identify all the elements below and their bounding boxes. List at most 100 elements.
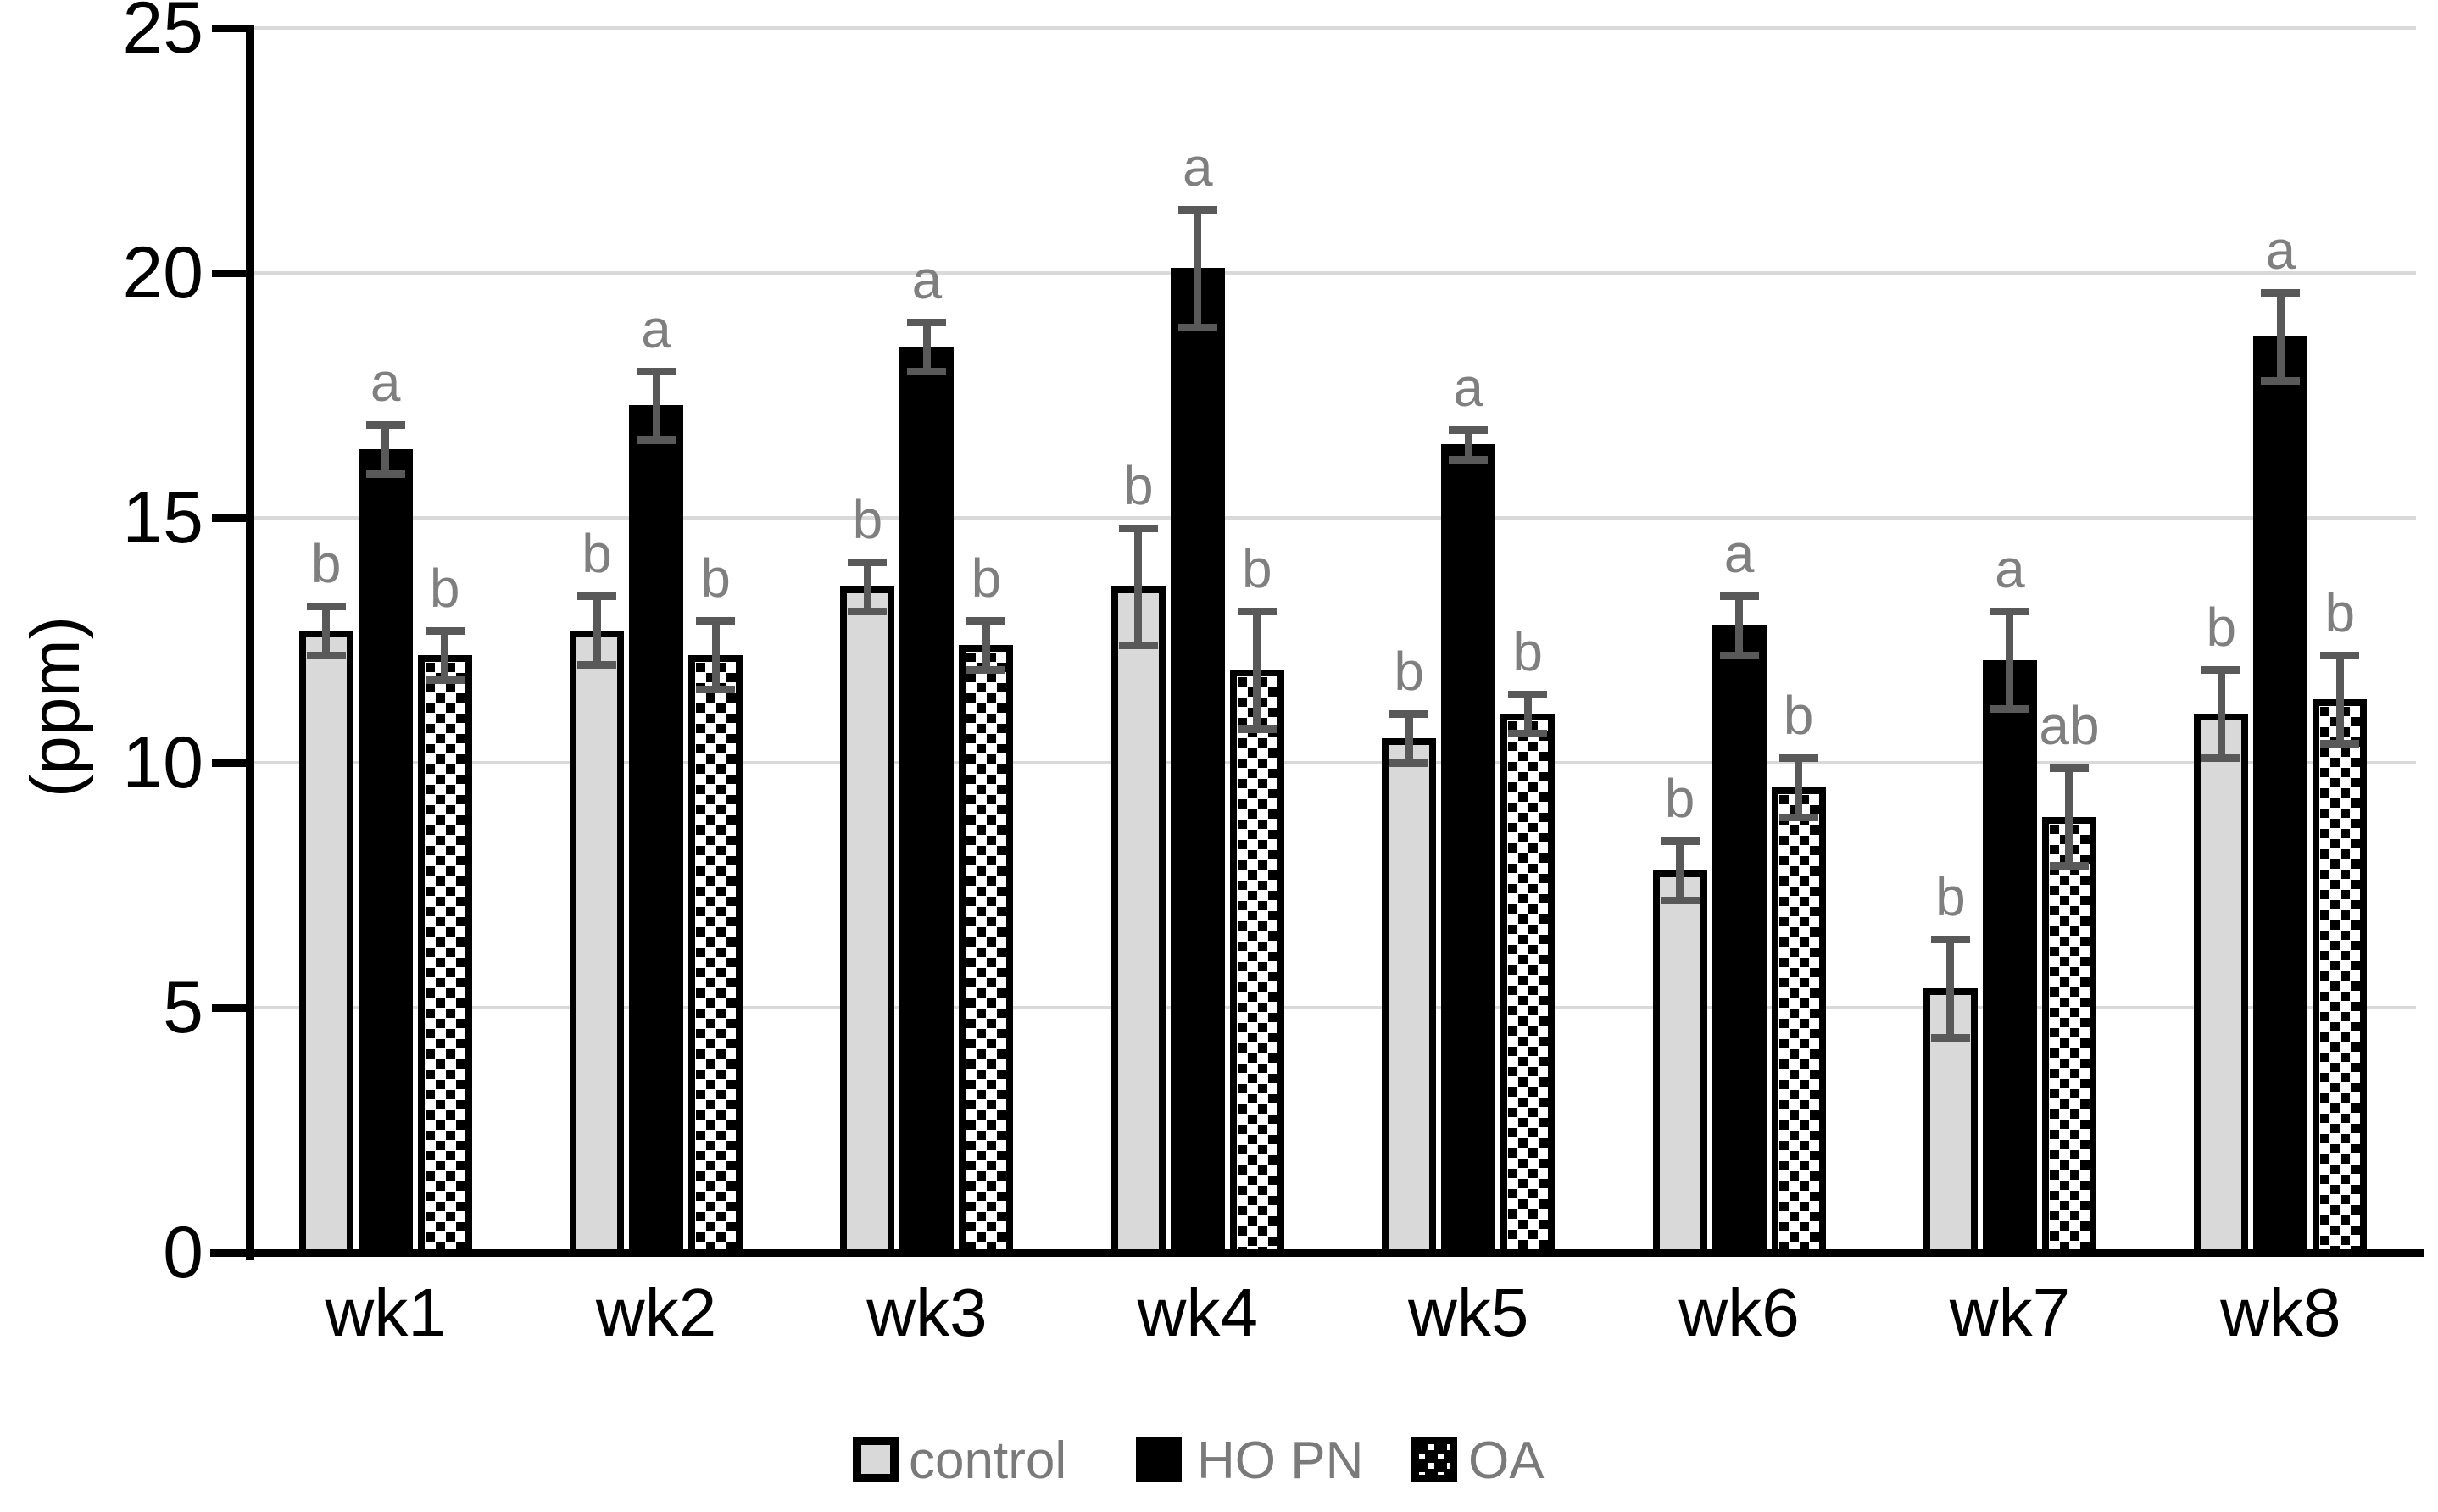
sig-letter-control-wk4: b — [1123, 454, 1154, 516]
bar-oa-wk8 — [2313, 698, 2368, 1256]
bar-control-wk6 — [1652, 870, 1707, 1256]
error-cap-top-control-wk4 — [1118, 524, 1158, 532]
error-cap-bottom-oa-wk2 — [696, 686, 736, 694]
error-bar-control-wk1 — [322, 606, 331, 655]
bar-oa-wk2 — [688, 654, 743, 1256]
bar-oa-wk4 — [1229, 670, 1284, 1256]
sig-letter-control-wk5: b — [1394, 641, 1424, 703]
error-bar-control-wk5 — [1405, 714, 1413, 763]
x-category-label-wk6: wk6 — [1678, 1275, 1800, 1350]
error-cap-top-oa-wk4 — [1237, 607, 1277, 615]
error-bar-control-wk4 — [1134, 527, 1143, 646]
bar-control-wk3 — [840, 586, 895, 1256]
y-tick-mark-15 — [212, 514, 250, 522]
legend-swatch-hopn — [1136, 1437, 1182, 1482]
error-cap-top-control-wk3 — [848, 559, 888, 567]
error-cap-top-control-wk5 — [1389, 710, 1429, 719]
bar-control-wk8 — [2194, 714, 2249, 1256]
gridline-5 — [250, 1006, 2416, 1009]
error-cap-bottom-hopn-wk2 — [637, 436, 676, 444]
y-tick-label-5: 5 — [163, 967, 203, 1048]
bar-control-wk2 — [570, 630, 625, 1256]
sig-letter-oa-wk6: b — [1783, 685, 1814, 747]
error-cap-top-oa-wk3 — [966, 617, 1006, 625]
error-cap-bottom-control-wk1 — [306, 651, 346, 659]
error-bar-control-wk8 — [2217, 670, 2225, 759]
error-cap-top-control-wk2 — [577, 592, 617, 601]
x-category-label-wk3: wk3 — [866, 1275, 988, 1350]
sig-letter-oa-wk8: b — [2324, 581, 2356, 643]
error-bar-oa-wk3 — [982, 620, 990, 670]
error-bar-hopn-wk4 — [1194, 208, 1202, 327]
x-category-label-wk7: wk7 — [1949, 1275, 2071, 1350]
error-cap-bottom-hopn-wk7 — [1990, 705, 2029, 714]
sig-letter-oa-wk3: b — [971, 548, 1002, 609]
legend-swatch-oa — [1411, 1437, 1457, 1482]
bar-control-wk1 — [298, 630, 353, 1256]
error-cap-bottom-hopn-wk6 — [1719, 651, 1759, 659]
error-bar-oa-wk4 — [1253, 610, 1261, 729]
error-cap-top-control-wk8 — [2201, 666, 2241, 675]
bar-oa-wk3 — [959, 645, 1014, 1256]
x-category-label-wk4: wk4 — [1137, 1275, 1258, 1350]
bar-oa-wk5 — [1500, 714, 1556, 1256]
x-category-label-wk1: wk1 — [325, 1275, 446, 1350]
error-bar-control-wk7 — [1946, 939, 1955, 1037]
gridline-20 — [250, 271, 2416, 275]
error-cap-top-oa-wk5 — [1508, 691, 1548, 699]
error-bar-hopn-wk7 — [2006, 610, 2014, 709]
error-cap-top-hopn-wk1 — [365, 421, 405, 430]
error-cap-bottom-control-wk7 — [1930, 1033, 1970, 1042]
error-bar-oa-wk2 — [711, 620, 720, 690]
x-category-label-wk2: wk2 — [595, 1275, 717, 1350]
sig-letter-oa-wk7: ab — [2039, 694, 2100, 756]
error-cap-bottom-hopn-wk1 — [365, 470, 405, 478]
error-cap-bottom-hopn-wk5 — [1449, 455, 1489, 464]
error-cap-top-hopn-wk7 — [1990, 607, 2029, 615]
error-cap-top-control-wk6 — [1660, 837, 1700, 846]
sig-letter-control-wk7: b — [1935, 866, 1966, 928]
bar-control-wk4 — [1110, 586, 1166, 1256]
error-bar-oa-wk7 — [2065, 767, 2073, 866]
sig-letter-oa-wk1: b — [429, 557, 460, 619]
error-bar-oa-wk1 — [441, 630, 449, 680]
sig-letter-control-wk8: b — [2206, 597, 2237, 659]
sig-letter-hopn-wk1: a — [370, 352, 401, 414]
sig-letter-oa-wk5: b — [1512, 621, 1543, 683]
y-axis-title: (ppm) — [17, 615, 94, 798]
bar-hopn-wk3 — [899, 346, 955, 1256]
error-bar-hopn-wk2 — [652, 370, 660, 440]
error-bar-hopn-wk6 — [1735, 596, 1744, 655]
bar-hopn-wk4 — [1170, 268, 1225, 1256]
y-tick-mark-10 — [212, 759, 250, 767]
error-bar-control-wk6 — [1676, 841, 1684, 900]
error-cap-bottom-control-wk4 — [1118, 642, 1158, 650]
gridline-10 — [250, 761, 2416, 764]
y-tick-label-15: 15 — [122, 477, 203, 559]
sig-letter-hopn-wk6: a — [1723, 523, 1755, 585]
legend-label-oa: OA — [1468, 1431, 1545, 1490]
bar-hopn-wk2 — [629, 405, 684, 1256]
sig-letter-control-wk3: b — [852, 489, 883, 551]
error-cap-bottom-control-wk8 — [2201, 754, 2241, 763]
y-axis-line — [246, 25, 254, 1260]
error-bar-hopn-wk3 — [922, 321, 931, 371]
legend-label-control: control — [909, 1431, 1067, 1490]
y-tick-mark-0 — [212, 1249, 250, 1257]
y-tick-mark-20 — [212, 270, 250, 277]
x-axis-line — [210, 1249, 2424, 1257]
bar-hopn-wk8 — [2253, 336, 2308, 1256]
error-bar-oa-wk8 — [2335, 654, 2344, 743]
error-bar-control-wk3 — [863, 562, 871, 611]
y-tick-label-25: 25 — [122, 0, 203, 69]
error-bar-oa-wk6 — [1795, 758, 1803, 817]
sig-letter-control-wk2: b — [582, 523, 612, 585]
sig-letter-hopn-wk8: a — [2265, 220, 2296, 281]
error-cap-top-hopn-wk4 — [1177, 205, 1217, 214]
y-tick-mark-5 — [212, 1004, 250, 1012]
error-cap-bottom-oa-wk6 — [1778, 813, 1818, 821]
error-cap-top-oa-wk8 — [2320, 651, 2360, 659]
error-cap-top-hopn-wk2 — [637, 367, 676, 375]
error-cap-bottom-oa-wk4 — [1237, 725, 1277, 733]
